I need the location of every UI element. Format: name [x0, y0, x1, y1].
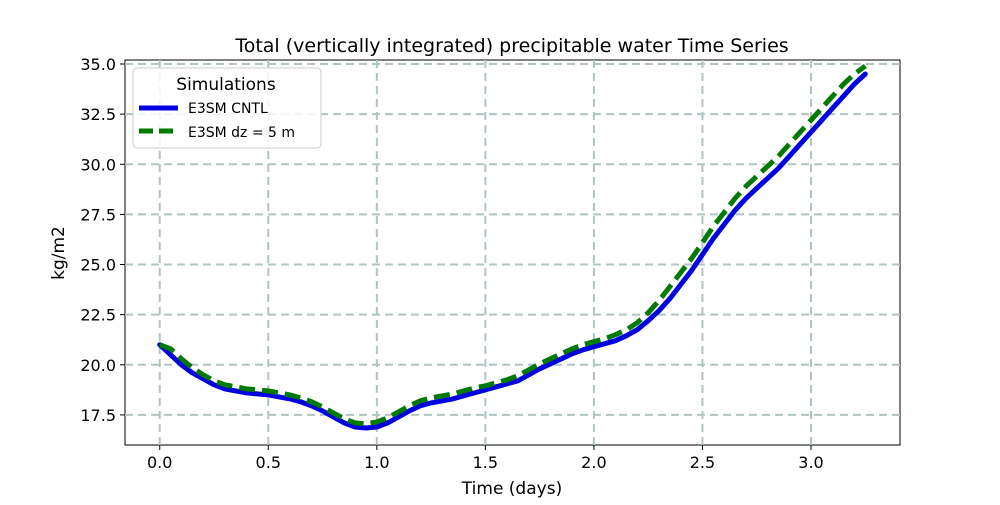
y-tick-label: 30.0 — [80, 155, 116, 174]
y-tick-label: 22.5 — [80, 306, 116, 325]
y-tick-label: 35.0 — [80, 55, 116, 74]
x-tick-label: 0.5 — [256, 453, 281, 472]
x-tick-label: 3.0 — [798, 453, 823, 472]
y-tick-label: 20.0 — [80, 356, 116, 375]
y-tick-label: 32.5 — [80, 105, 116, 124]
legend-box — [132, 67, 322, 149]
x-tick-label: 2.5 — [690, 453, 715, 472]
series-line-cntl — [157, 71, 868, 431]
legend: Simulations E3SM CNTL E3SM dz = 5 m — [132, 67, 322, 149]
x-axis-label: Time (days) — [461, 479, 562, 499]
series-layer — [157, 63, 868, 431]
y-tick-label: 27.5 — [80, 205, 116, 224]
y-tick-label: 17.5 — [80, 406, 116, 425]
series-line-dz5m — [158, 63, 867, 427]
legend-title: Simulations — [176, 75, 276, 95]
x-tick-label: 0.0 — [147, 453, 172, 472]
x-tick-label: 2.0 — [581, 453, 606, 472]
x-tick-label: 1.0 — [364, 453, 389, 472]
x-tick-label: 1.5 — [473, 453, 498, 472]
y-axis-label: kg/m2 — [49, 226, 69, 280]
axes: 0.0 0.5 1.0 1.5 2.0 2.5 3.0 17.5 20.0 22.5 25.0 27.… — [80, 55, 823, 472]
legend-label-dz5m: E3SM dz = 5 m — [188, 125, 295, 141]
chart-title: Total (vertically integrated) precipitab… — [234, 35, 788, 57]
y-tick-label: 25.0 — [80, 256, 116, 275]
legend-label-cntl: E3SM CNTL — [188, 101, 268, 117]
